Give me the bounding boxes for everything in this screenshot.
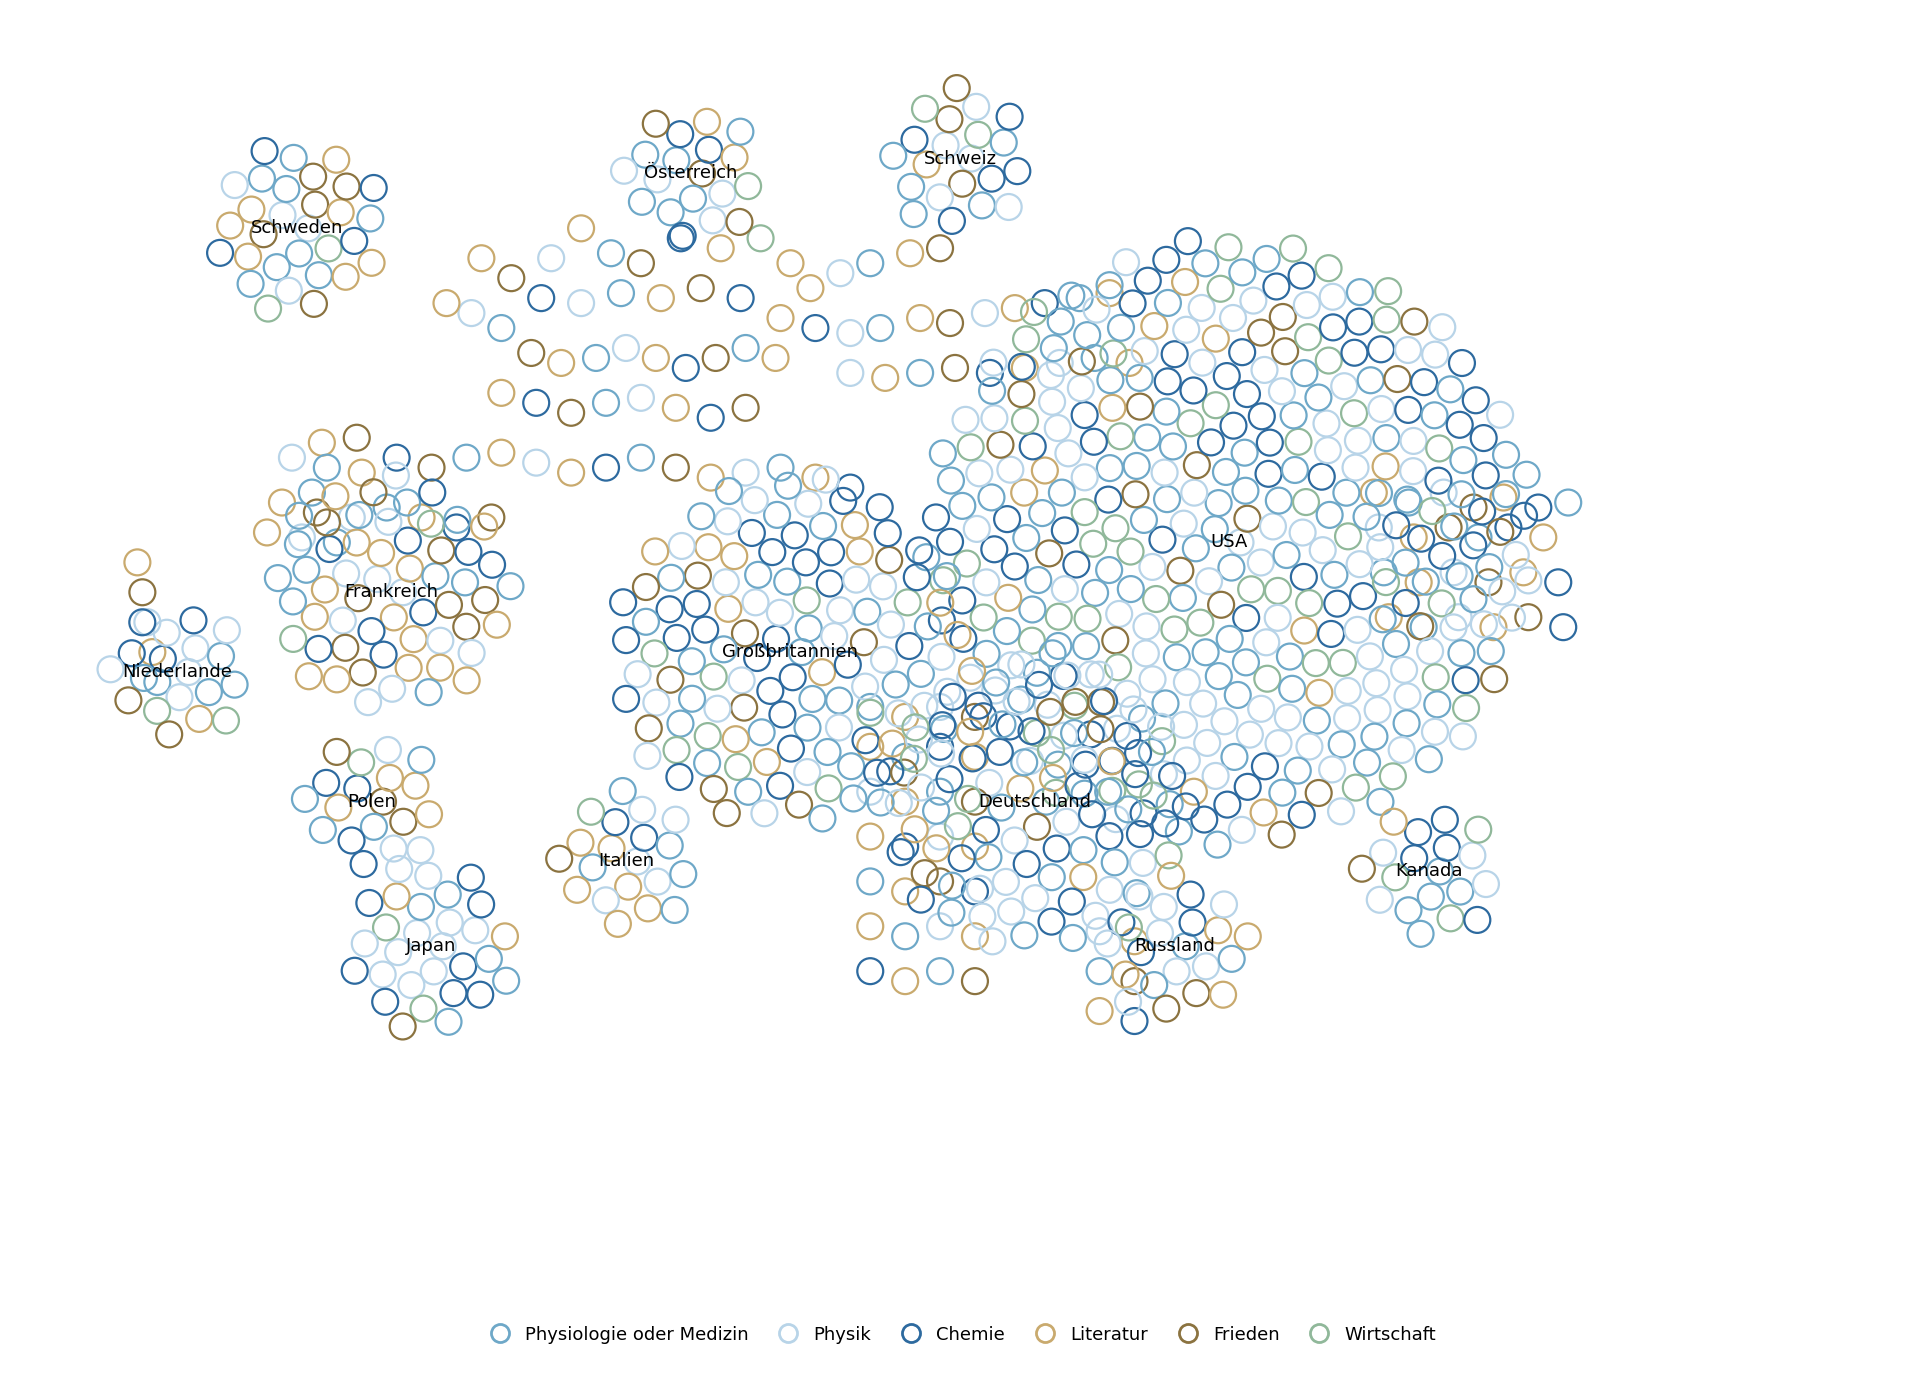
Legend: Physiologie oder Medizin, Physik, Chemie, Literatur, Frieden, Wirtschaft: Physiologie oder Medizin, Physik, Chemie… [474, 1319, 1444, 1351]
Text: Deutschland: Deutschland [978, 793, 1091, 811]
Text: Polen: Polen [347, 793, 397, 811]
Text: Frankreich: Frankreich [345, 584, 439, 602]
Text: Russland: Russland [1134, 937, 1214, 955]
Text: Kanada: Kanada [1394, 863, 1462, 881]
Text: Großbritannien: Großbritannien [723, 643, 859, 661]
Text: Japan: Japan [407, 937, 456, 955]
Text: Italien: Italien [598, 852, 654, 871]
Text: Schweden: Schweden [251, 220, 343, 238]
Text: Niederlande: Niederlande [123, 664, 232, 682]
Text: USA: USA [1210, 533, 1249, 551]
Text: Schweiz: Schweiz [923, 150, 997, 168]
Text: Österreich: Österreich [644, 165, 737, 183]
